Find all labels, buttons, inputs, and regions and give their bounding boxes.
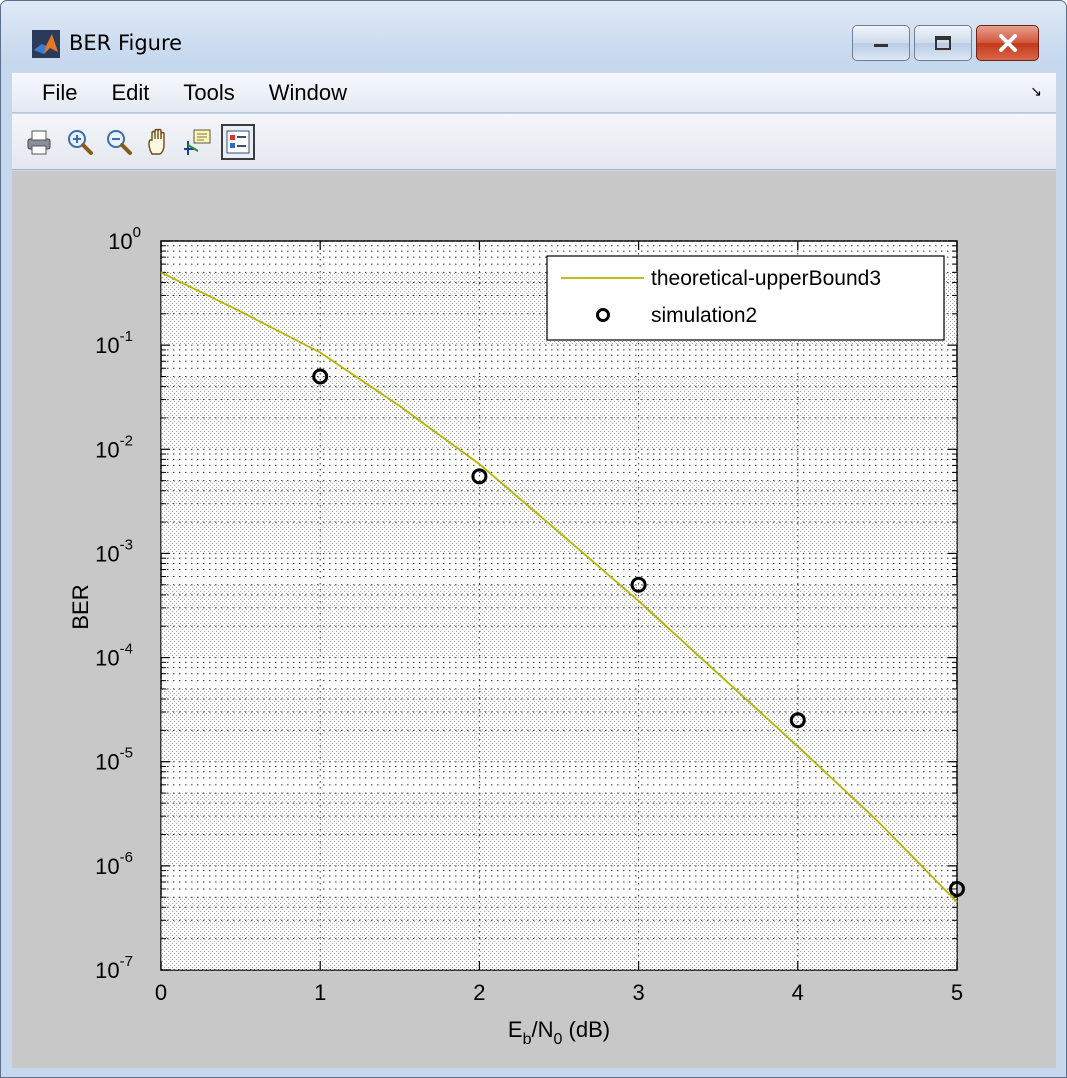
decade-shading-band xyxy=(161,480,957,554)
menu-window[interactable]: Window xyxy=(268,79,347,105)
close-icon xyxy=(998,34,1017,52)
x-tick-label: 4 xyxy=(792,980,804,1005)
y-tick-label: 10-4 xyxy=(95,641,133,671)
legend-icon xyxy=(226,130,250,154)
toolbar xyxy=(12,114,1056,170)
zoom-out-icon xyxy=(107,130,132,155)
legend-button[interactable] xyxy=(221,124,255,160)
pan-button[interactable] xyxy=(142,124,176,160)
x-tick-labels: 0 1 2 3 4 5 xyxy=(155,980,963,1005)
ber-plot[interactable]: 0 1 2 3 4 5 100 10-1 10-2 10-3 10-4 10-5 10-6 10-7 E… xyxy=(12,171,1056,1068)
y-tick-label: 10-6 xyxy=(95,849,133,879)
series-theoretical xyxy=(160,271,958,903)
simulation-point xyxy=(630,576,647,593)
decade-shading-band xyxy=(161,688,957,762)
x-axis-label: Eb/N0 (dB) xyxy=(508,1017,610,1048)
y-tick-label: 10-1 xyxy=(95,328,133,358)
simulation-point xyxy=(312,368,329,385)
close-button[interactable] xyxy=(976,25,1039,61)
x-tick-label: 0 xyxy=(155,980,167,1005)
minimize-button[interactable] xyxy=(852,25,910,61)
decade-shading-band xyxy=(161,793,957,866)
legend[interactable]: theoretical-upperBound3 simulation2 xyxy=(546,255,945,341)
y-tick-label: 10-5 xyxy=(95,745,133,775)
legend-marker-swatch xyxy=(596,308,610,322)
title-bar[interactable]: BER Figure xyxy=(1,1,1066,73)
y-tick-label: 10-2 xyxy=(95,432,133,462)
menu-bar: File Edit Tools Window ↘ xyxy=(12,73,1056,113)
legend-label-simulation: simulation2 xyxy=(651,304,757,327)
theoretical-curve xyxy=(160,271,958,903)
window-title: BER Figure xyxy=(69,31,183,55)
maximize-button[interactable] xyxy=(914,25,972,61)
menu-tools[interactable]: Tools xyxy=(183,79,235,105)
y-tick-labels: 100 10-1 10-2 10-3 10-4 10-5 10-6 10-7 xyxy=(95,224,141,983)
figure-canvas: 0 1 2 3 4 5 100 10-1 10-2 10-3 10-4 10-5 10-6 10-7 E… xyxy=(12,171,1056,1068)
simulation-point xyxy=(471,468,488,485)
print-icon xyxy=(27,130,51,155)
y-tick-label: 10-3 xyxy=(95,536,133,566)
decade-shading-band xyxy=(161,376,957,450)
zoom-in-icon xyxy=(68,130,93,155)
series-simulation xyxy=(312,368,965,897)
grid-lines xyxy=(160,240,958,971)
zoom-out-button[interactable] xyxy=(102,124,136,160)
y-tick-label: 100 xyxy=(108,224,141,254)
maximize-icon xyxy=(935,36,951,50)
legend-label-theoretical: theoretical-upperBound3 xyxy=(651,267,881,290)
x-tick-label: 2 xyxy=(473,980,485,1005)
decade-shading-band xyxy=(161,584,957,658)
zoom-in-button[interactable] xyxy=(63,124,97,160)
data-cursor-button[interactable] xyxy=(182,124,216,160)
matlab-logo-icon xyxy=(32,30,60,58)
x-tick-label: 1 xyxy=(314,980,326,1005)
y-tick-label: 10-7 xyxy=(95,953,133,983)
simulation-point xyxy=(789,712,806,729)
x-tick-label: 5 xyxy=(951,980,963,1005)
menu-file[interactable]: File xyxy=(42,79,78,105)
minor-grid-shading xyxy=(161,272,957,970)
legend-box xyxy=(546,255,945,341)
pan-icon xyxy=(148,128,165,155)
data-cursor-icon xyxy=(184,129,211,155)
menu-dock-arrow-icon[interactable]: ↘ xyxy=(1030,83,1042,99)
decade-shading-band xyxy=(161,897,957,970)
y-axis-label: BER xyxy=(68,584,93,629)
menu-edit[interactable]: Edit xyxy=(111,79,150,105)
print-button[interactable] xyxy=(22,124,56,160)
simulation-point xyxy=(949,880,965,897)
x-tick-label: 3 xyxy=(632,980,644,1005)
minimize-icon xyxy=(874,44,888,47)
